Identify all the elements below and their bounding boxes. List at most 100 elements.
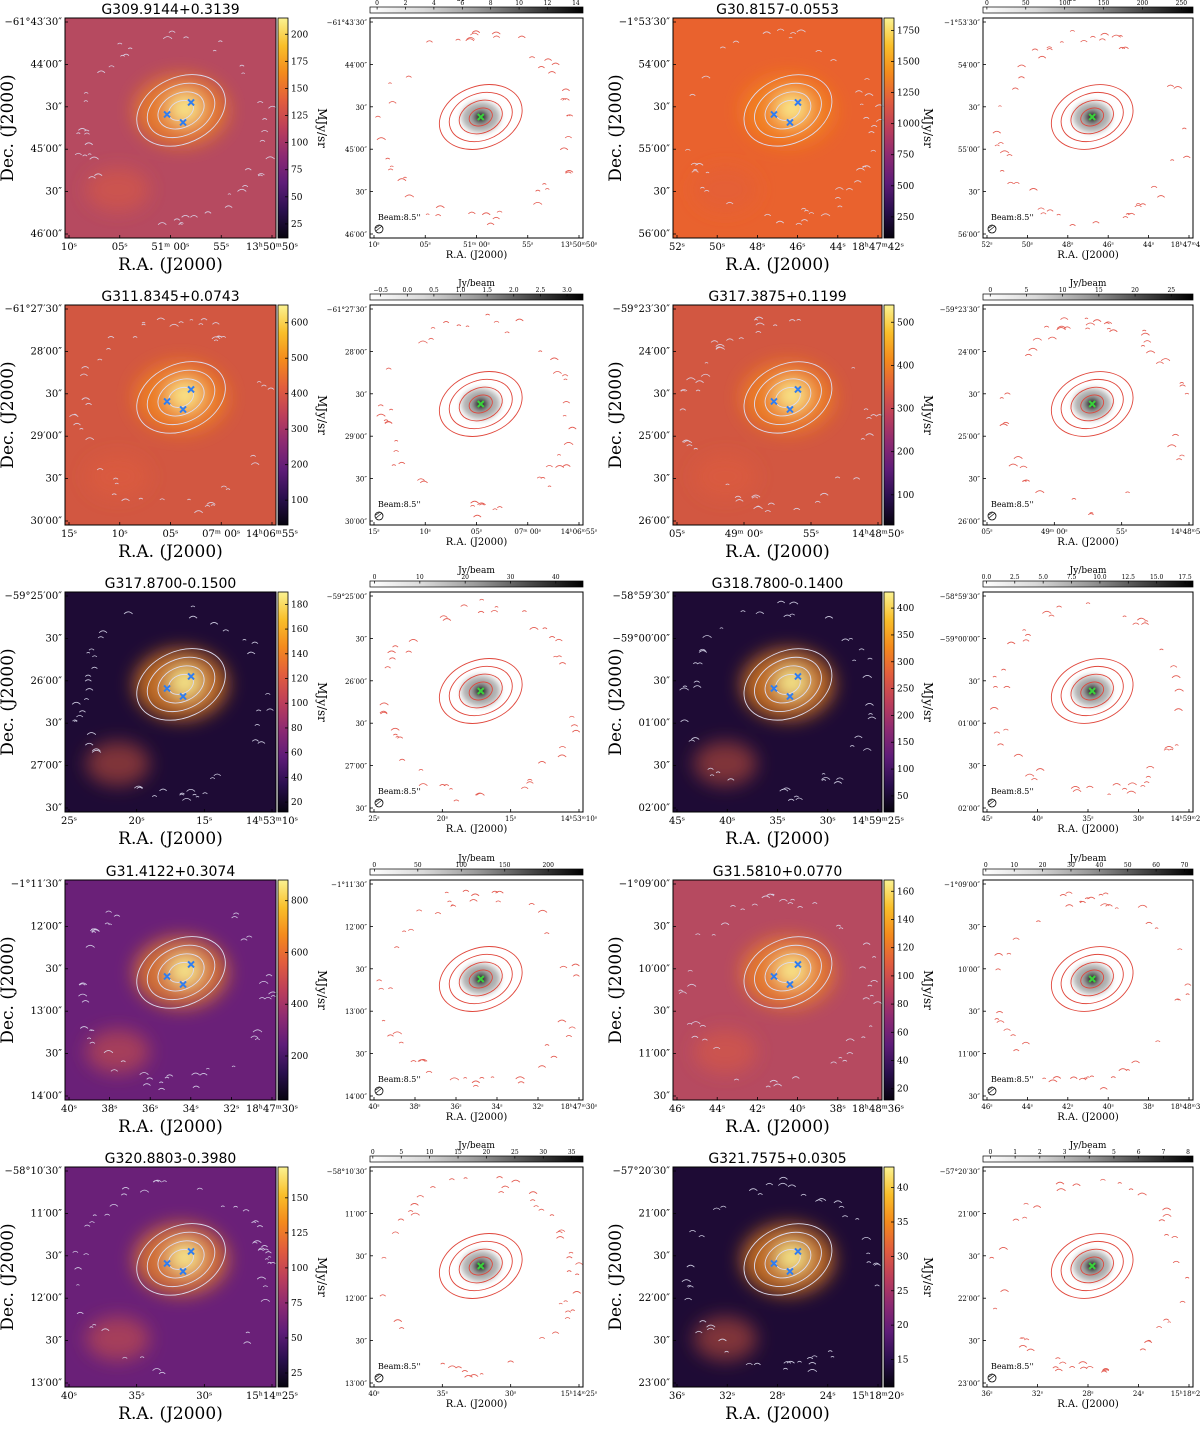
contour-level — [764, 665, 812, 704]
dec-tick-label: 30″ — [355, 635, 367, 643]
ir-cbar-tick-label: 200 — [897, 448, 914, 458]
ir-cbar-tick-label: 75 — [291, 1299, 303, 1309]
dust-cbar-tick-label: 5.0 — [1038, 574, 1048, 581]
dust-cbar-tick-label: 2.5 — [1010, 574, 1020, 581]
ra-tick-label: 52ˢ — [981, 241, 993, 249]
dust-contours — [376, 889, 580, 1087]
beam-label: Beam:8.5'' — [378, 1362, 421, 1371]
ir-cbar-tick-label: 140 — [897, 915, 914, 925]
dec-tick-label: 27′00″ — [31, 761, 63, 772]
dec-tick-label: 29′00″ — [345, 433, 367, 441]
ra-tick-label: 20ˢ — [129, 816, 145, 827]
dec-tick-label: 26′00″ — [31, 676, 63, 687]
dec-tick-label: 28′00″ — [345, 348, 367, 356]
dec-tick-label: 30″ — [46, 803, 63, 814]
dec-tick-label: 30″ — [46, 1251, 63, 1262]
dust-cbar-tick-label: 10.0 — [1093, 574, 1107, 581]
ir-cbar-tick-label: 25 — [897, 1287, 909, 1297]
ra-tick-label: 44ˢ — [830, 242, 846, 253]
ir-cbar-tick-label: 80 — [897, 1000, 909, 1010]
dust-cbar-tick-label: 1.5 — [482, 287, 492, 294]
beam-hatch — [988, 1373, 996, 1381]
ir-cbar-tick-label: 100 — [291, 139, 308, 149]
dust-contours — [992, 29, 1191, 227]
ir-cbar-tick-label: 40 — [897, 1057, 909, 1067]
contour-level — [754, 1231, 822, 1287]
noise-contours — [379, 598, 581, 802]
ir-panel: G321.7575+0.0305 −57°20′30″ 21′00″ 30″ 22′00… — [606, 1151, 935, 1424]
dust-source-cross — [477, 1262, 485, 1270]
ir-colorbar-bar — [883, 17, 895, 239]
dust-cbar-tick-label: 1.0 — [456, 287, 466, 294]
dec-tick-label: 13′00″ — [345, 1380, 367, 1388]
dec-tick-label: −59°25′00″ — [4, 591, 62, 602]
contour-level — [754, 82, 822, 138]
dust-source-cross — [1088, 1262, 1096, 1270]
ir-cbar-tick-label: 200 — [291, 30, 308, 40]
dec-tick-label: 30″ — [46, 633, 63, 644]
dec-tick-label: 11′00″ — [31, 1208, 63, 1219]
source-title: G317.3875+0.1199 — [708, 289, 846, 305]
dec-tick-label: −58°10′30″ — [327, 1168, 368, 1176]
ra-tick-label: 32ˢ — [719, 1391, 735, 1402]
dec-axis-label: Dec. (J2000) — [0, 1223, 18, 1330]
ir-cbar-tick-label: 750 — [897, 151, 914, 161]
ra-tick-label: 25ˢ — [61, 816, 77, 827]
dec-tick-label: 30″ — [968, 1008, 980, 1016]
contour-level — [1080, 394, 1105, 414]
dust-cbar-tick-label: 8 — [1186, 1149, 1190, 1156]
beam-ellipse — [374, 224, 384, 234]
beam-label: Beam:8.5'' — [378, 500, 421, 509]
dust-frame — [369, 1166, 584, 1388]
ra-axis-label: R.A. (J2000) — [1057, 824, 1119, 835]
dec-tick-label: 12′00″ — [345, 923, 367, 931]
ir-emission — [86, 649, 228, 786]
beam-hatch — [988, 511, 996, 519]
dust-cbar-tick-label: 0.5 — [429, 287, 439, 294]
contour-level — [743, 648, 833, 721]
dust-cbar-tick-label: 15 — [454, 1149, 462, 1156]
ra-tick-label: 15ʰ18ᵐ20ˢ — [1171, 1390, 1200, 1398]
ra-tick-label: 51ᵐ 00ˢ — [151, 242, 189, 253]
dec-tick-label: 56′00″ — [958, 231, 980, 239]
ir-source-cross — [770, 110, 778, 119]
contour-level — [438, 658, 523, 724]
contour-level — [1070, 386, 1114, 422]
ir-cbar-tick-label: 35 — [897, 1218, 909, 1228]
dec-tick-label: −61°27′30″ — [327, 306, 368, 314]
noise-contours — [78, 910, 278, 1091]
dust-colorbar: 0 10 20 30 40 Jy/beam — [369, 566, 584, 588]
dust-colorbar: 0 2 4 6 8 10 12 14 Jy/beam — [369, 0, 584, 14]
dust-frame — [982, 304, 1194, 526]
ra-tick-label: 14ʰ53ᵐ10ˢ — [246, 816, 298, 827]
ra-tick-label: 40ˢ — [790, 1104, 806, 1115]
ra-tick-label: 50ˢ — [709, 242, 725, 253]
dust-cbar-tick-label: 20 — [461, 574, 469, 581]
contour-level — [136, 936, 226, 1009]
noise-contours — [72, 1179, 276, 1375]
ir-cbar-tick-label: 175 — [291, 57, 308, 67]
contour-level — [448, 1240, 513, 1292]
dec-tick-label: 01′00″ — [958, 720, 980, 728]
dec-tick-label: 55′00″ — [639, 144, 671, 155]
ir-cbar-tick-label: 350 — [897, 631, 914, 641]
dust-cbar-tick-label: 4 — [1087, 1149, 1091, 1156]
ra-tick-label: 24ˢ — [820, 1391, 836, 1402]
ra-tick-label: 34ˢ — [491, 1103, 503, 1111]
dec-tick-label: 13′00″ — [345, 1008, 367, 1016]
contour-level — [1060, 1240, 1124, 1292]
ir-cbar-tick-label: 25 — [291, 220, 303, 230]
noise-contours — [679, 600, 877, 801]
dec-tick-label: 30″ — [968, 678, 980, 686]
beam-hatch — [375, 798, 383, 806]
dec-tick-label: 12′00″ — [31, 921, 63, 932]
source-title: G309.9144+0.3139 — [101, 2, 239, 18]
dec-tick-label: 30″ — [355, 805, 367, 813]
dust-contours — [376, 313, 577, 518]
ir-cbar-tick-label: 120 — [897, 944, 914, 954]
dust-cbar-tick-label: 3.0 — [562, 287, 572, 294]
dust-frame — [369, 591, 584, 813]
dust-cbar-tick-label: 150 — [499, 862, 511, 869]
ra-tick-label: 18ʰ47ᵐ30ˢ — [246, 1104, 298, 1115]
ir-frame — [64, 1166, 277, 1388]
